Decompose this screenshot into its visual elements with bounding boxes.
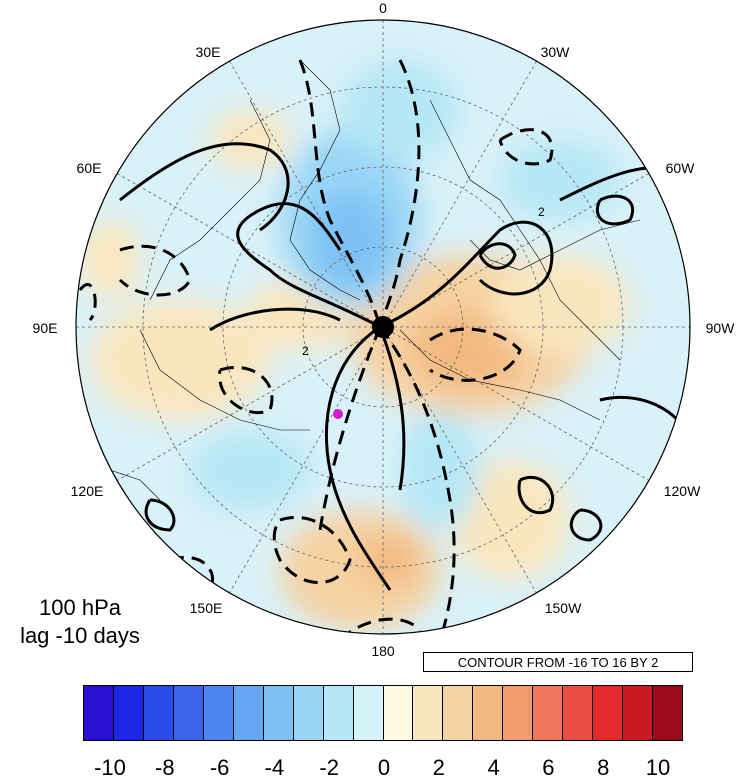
colorbar-swatch xyxy=(443,686,474,740)
map-boundary xyxy=(75,19,691,635)
colorbar-tick-label: -8 xyxy=(155,755,175,780)
contour-label: 2 xyxy=(538,205,545,219)
colorbar-swatch xyxy=(84,686,114,740)
colorbar-swatch xyxy=(323,686,354,740)
location-marker xyxy=(333,409,343,419)
colorbar-swatch xyxy=(623,686,654,740)
lon-label-150e: 150E xyxy=(189,600,223,616)
lon-label-90e: 90E xyxy=(32,320,58,336)
colorbar-tick-label: -10 xyxy=(94,755,126,780)
colorbar-swatch xyxy=(113,686,144,740)
colorbar-tick-label: 8 xyxy=(597,755,610,780)
colorbar-swatch xyxy=(473,686,504,740)
lon-label-60w: 60W xyxy=(665,160,695,176)
contour-label: 2 xyxy=(302,344,309,358)
colorbar-tick-label: -4 xyxy=(264,755,285,780)
lag-title: lag -10 days xyxy=(20,623,140,648)
lon-label-180: 180 xyxy=(371,643,395,659)
colorbar-swatch xyxy=(263,686,294,740)
lon-label-60e: 60E xyxy=(76,160,102,176)
colorbar xyxy=(83,685,683,741)
colorbar-swatch xyxy=(173,686,204,740)
colorbar-swatch xyxy=(293,686,324,740)
colorbar-swatch xyxy=(143,686,174,740)
colorbar-tick-label: 10 xyxy=(645,755,671,780)
positive-contours xyxy=(119,142,690,622)
colorbar-swatch xyxy=(413,686,444,740)
colorbar-swatch xyxy=(653,686,683,740)
colorbar-swatch xyxy=(233,686,264,740)
colorbar-tick-label: 0 xyxy=(377,755,391,780)
lon-label-90w: 90W xyxy=(705,320,735,336)
colorbar-swatch xyxy=(533,686,564,740)
colorbar-tick-label: -2 xyxy=(319,755,339,780)
north-pole-marker xyxy=(372,316,394,338)
colorbar-tick-label: -6 xyxy=(209,755,230,780)
colorbar-tick-label: 4 xyxy=(487,755,500,780)
lon-label-150w: 150W xyxy=(544,600,582,616)
colorbar-swatch xyxy=(593,686,624,740)
pressure-level-title: 100 hPa xyxy=(39,595,121,620)
negative-contours xyxy=(78,59,554,634)
colorbar-swatch xyxy=(353,686,384,740)
colorbar-swatch xyxy=(203,686,234,740)
lon-label-0: 0 xyxy=(379,0,387,16)
colorbar-swatch xyxy=(383,686,414,740)
lon-label-120e: 120E xyxy=(70,483,104,499)
lon-label-30w: 30W xyxy=(540,44,570,60)
colorbar-swatch xyxy=(563,686,594,740)
colorbar-swatch xyxy=(503,686,534,740)
colorbar-tick-label: 6 xyxy=(542,755,555,780)
lon-label-120w: 120W xyxy=(663,483,701,499)
contour-info-box: CONTOUR FROM -16 TO 16 BY 2 xyxy=(423,652,693,672)
colorbar-tick-label: 2 xyxy=(432,755,445,780)
coastlines xyxy=(109,59,641,501)
lon-label-30e: 30E xyxy=(195,44,221,60)
